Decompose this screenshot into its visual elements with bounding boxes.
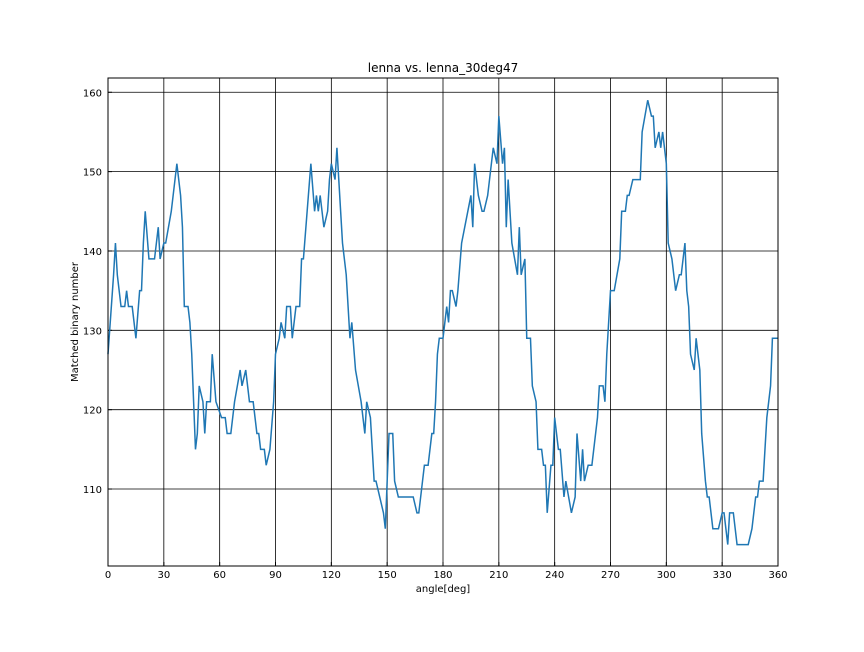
- x-tick-label: 60: [213, 570, 226, 581]
- x-tick-label: 150: [378, 570, 397, 581]
- x-tick-label: 30: [157, 570, 170, 581]
- y-tick-label: 120: [83, 406, 102, 417]
- y-tick-label: 140: [83, 247, 102, 258]
- x-tick-label: 120: [322, 570, 341, 581]
- y-tick-label: 160: [83, 88, 102, 99]
- y-tick-label: 150: [83, 168, 102, 179]
- y-tick-label: 110: [83, 485, 102, 496]
- plot-frame: [107, 77, 779, 567]
- x-tick-label: 330: [713, 570, 732, 581]
- x-tick-label: 270: [601, 570, 620, 581]
- x-tick-label: 360: [768, 570, 787, 581]
- x-tick-label: 180: [433, 570, 452, 581]
- y-axis-label: Matched binary number: [70, 261, 81, 382]
- x-tick-label: 0: [105, 570, 111, 581]
- chart-title: lenna vs. lenna_30deg47: [368, 61, 519, 75]
- x-axis-label: angle[deg]: [416, 584, 470, 595]
- x-tick-label: 240: [545, 570, 564, 581]
- x-tick-label: 210: [489, 570, 508, 581]
- x-tick-label: 90: [269, 570, 282, 581]
- y-tick-label: 130: [83, 326, 102, 337]
- x-tick-label: 300: [657, 570, 676, 581]
- data-line: [107, 100, 778, 546]
